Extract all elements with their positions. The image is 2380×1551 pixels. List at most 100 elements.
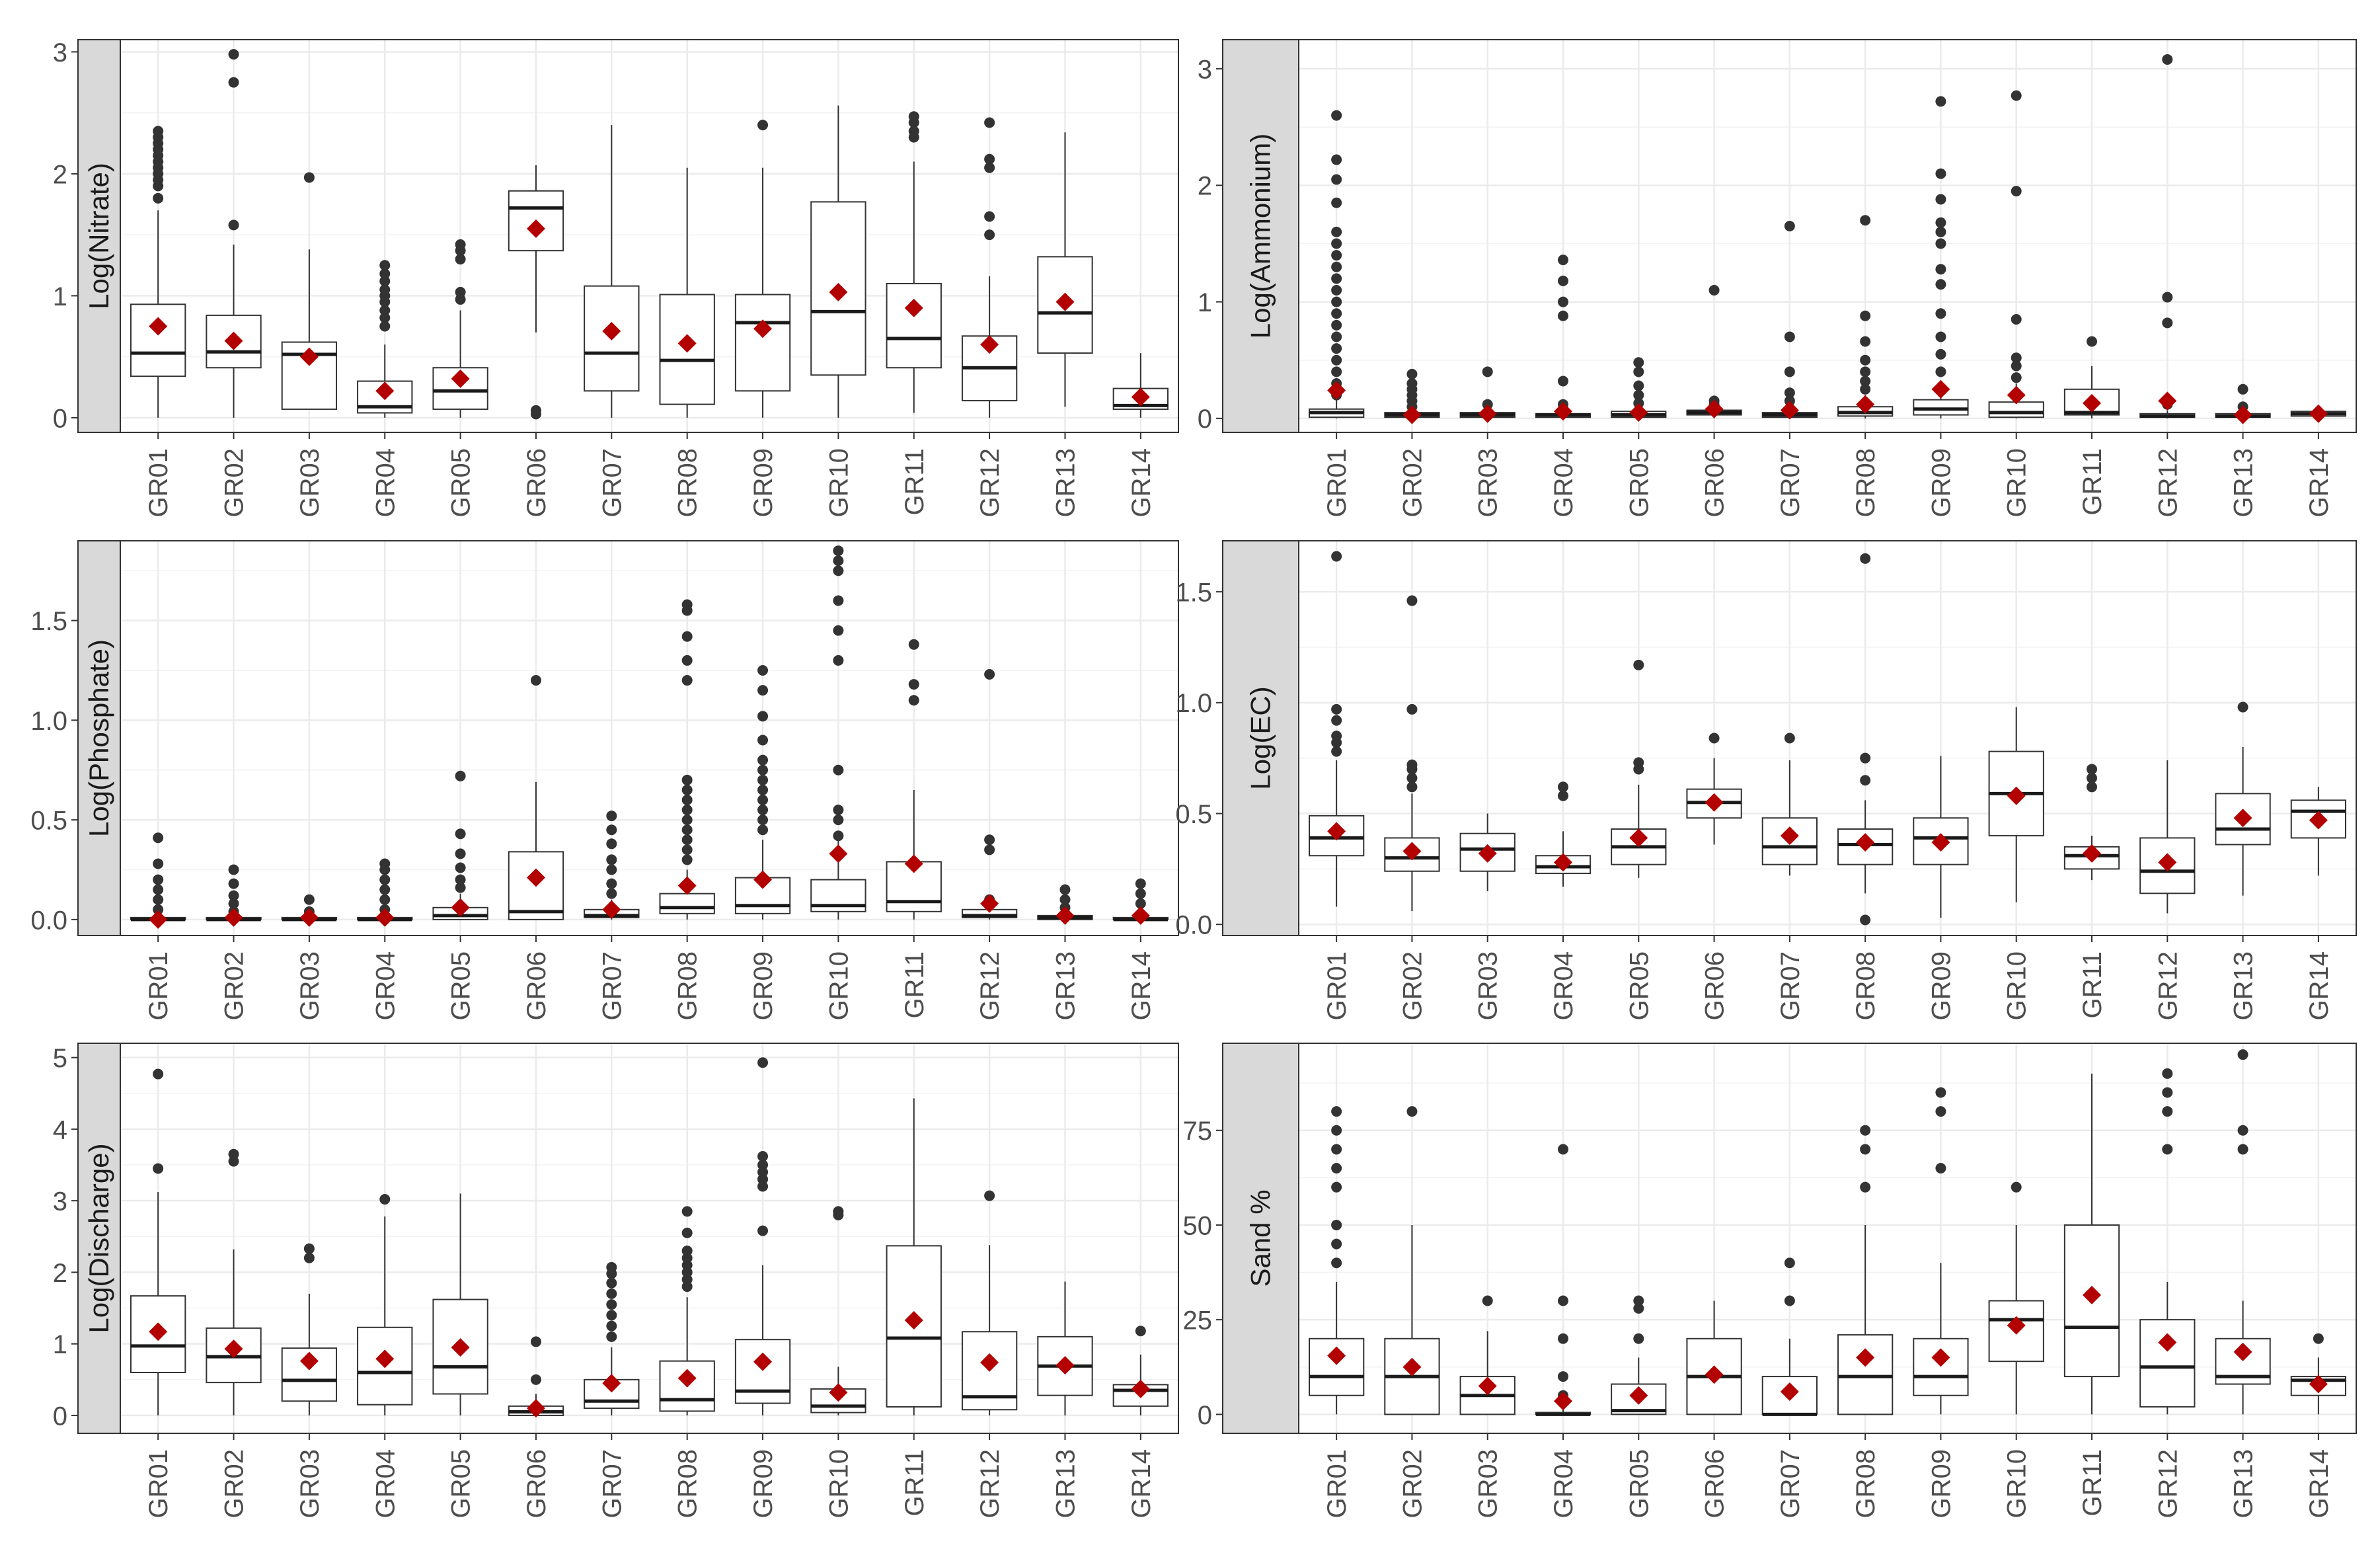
outlier-point <box>1135 878 1146 889</box>
outlier-point <box>303 1243 315 1254</box>
outlier-point <box>1331 261 1342 272</box>
plot-background <box>120 541 1178 935</box>
panel-border <box>1298 1043 2357 1434</box>
outlier-point <box>228 890 239 901</box>
mean-marker <box>2083 393 2101 413</box>
outlier-point <box>984 229 995 241</box>
outlier-point <box>606 1288 617 1299</box>
outlier-point <box>1935 238 1946 249</box>
mean-marker <box>2233 405 2252 424</box>
outlier-point <box>1633 389 1644 401</box>
box-GR02 <box>1384 368 1440 424</box>
y-axis-label: Log(Discharge) <box>83 1143 114 1333</box>
box-GR11 <box>2063 336 2120 418</box>
x-tick-label: GR10 <box>824 951 853 1021</box>
box-iqr <box>734 294 791 392</box>
outlier-point <box>833 625 844 636</box>
mean-marker <box>1705 1365 1724 1384</box>
outlier-point <box>757 120 769 131</box>
outlier-point <box>606 878 617 889</box>
outlier-point <box>1708 733 1720 744</box>
x-tick-label: GR10 <box>824 448 853 518</box>
mean-marker <box>2158 853 2177 872</box>
outlier-point <box>681 854 693 865</box>
mean-marker <box>1931 1348 1950 1367</box>
outlier-point <box>1558 781 1568 793</box>
box-GR03 <box>1459 813 1516 891</box>
mean-marker <box>1478 404 1497 423</box>
box-GR05 <box>432 1193 488 1415</box>
outlier-point <box>1708 284 1720 296</box>
mean-marker <box>1478 1376 1497 1396</box>
outlier-point <box>379 894 391 905</box>
box-GR06 <box>1686 1300 1742 1415</box>
outlier-point <box>1406 703 1418 715</box>
outlier-point <box>908 679 919 690</box>
outlier-point <box>153 832 164 844</box>
box-GR14 <box>2290 1333 2347 1415</box>
x-tick-label: GR03 <box>295 448 325 518</box>
outlier-point <box>1135 888 1146 899</box>
outlier-point <box>2011 360 2022 372</box>
mean-marker <box>1856 833 1875 852</box>
outlier-point <box>1633 397 1644 409</box>
mean-marker <box>2007 786 2026 805</box>
box-GR09 <box>1913 96 1969 418</box>
outlier-point <box>455 882 466 893</box>
mean-marker <box>149 910 168 929</box>
outlier-point <box>1935 348 1946 360</box>
outlier-point <box>681 1206 693 1217</box>
mean-marker <box>2007 1316 2026 1335</box>
x-tick-label: GR03 <box>1474 1449 1503 1519</box>
y-tick-label: 4 <box>53 1115 67 1144</box>
outlier-point <box>2011 314 2022 325</box>
panel-strip <box>77 1043 121 1434</box>
mean-marker <box>829 844 848 863</box>
outlier-point <box>1331 284 1342 296</box>
outlier-point <box>1784 1295 1795 1306</box>
box-GR09 <box>734 664 791 920</box>
box-GR06 <box>1686 284 1742 418</box>
x-tick-label: GR11 <box>2078 951 2107 1019</box>
outlier-point <box>1558 275 1568 286</box>
y-tick-label: 0.5 <box>30 807 67 836</box>
outlier-point <box>379 1194 391 1205</box>
y-tick-label: 0 <box>1198 1401 1212 1430</box>
x-tick-label: GR03 <box>295 951 325 1021</box>
mean-marker <box>526 1399 545 1418</box>
y-axis-label: Log(Nitrate) <box>83 163 114 309</box>
x-tick-label: GR13 <box>1051 448 1080 518</box>
outlier-point <box>1331 154 1342 165</box>
x-tick-label: GR06 <box>522 951 551 1021</box>
x-tick-label: GR12 <box>976 1449 1005 1519</box>
outlier-point <box>1135 898 1146 909</box>
outlier-point <box>379 874 391 885</box>
outlier-point <box>681 784 693 795</box>
x-tick-label: GR07 <box>597 951 627 1021</box>
mean-marker <box>299 347 319 366</box>
x-tick-label: GR12 <box>2153 1449 2182 1519</box>
outlier-point <box>1860 752 1871 764</box>
y-tick-label: 1 <box>53 1330 67 1359</box>
x-tick-label: GR07 <box>597 448 627 518</box>
mean-marker <box>149 1322 168 1341</box>
outlier-point <box>681 794 693 805</box>
mean-marker <box>677 334 697 353</box>
mean-marker <box>904 298 923 317</box>
outlier-point <box>757 805 769 816</box>
outlier-point <box>757 815 769 826</box>
mean-marker <box>2309 811 2328 830</box>
outlier-point <box>984 834 995 846</box>
mean-marker <box>2309 1374 2328 1394</box>
outlier-point <box>757 1151 769 1162</box>
y-tick-label: 0 <box>1198 405 1212 434</box>
outlier-point <box>681 824 693 836</box>
outlier-point <box>1406 595 1418 606</box>
box-GR10 <box>1988 90 2044 418</box>
outlier-point <box>1860 336 1871 347</box>
y-tick-label: 1.0 <box>1175 689 1212 718</box>
outlier-point <box>1331 1163 1342 1174</box>
x-tick-label: GR12 <box>2153 448 2182 518</box>
